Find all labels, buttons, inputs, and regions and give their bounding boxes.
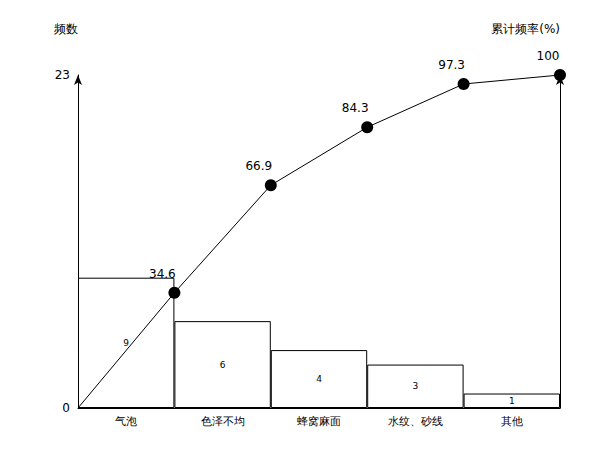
svg-text:4: 4 — [316, 374, 322, 384]
svg-text:频数: 频数 — [54, 22, 78, 36]
svg-text:66.9: 66.9 — [245, 159, 272, 173]
svg-text:6: 6 — [220, 360, 226, 370]
svg-text:34.6: 34.6 — [149, 267, 176, 281]
svg-text:84.3: 84.3 — [342, 101, 369, 115]
svg-text:1: 1 — [509, 396, 515, 406]
svg-text:其他: 其他 — [501, 415, 523, 428]
svg-text:蜂窝麻面: 蜂窝麻面 — [297, 415, 341, 428]
svg-text:累计频率(%): 累计频率(%) — [491, 22, 560, 36]
svg-text:23: 23 — [55, 68, 70, 82]
svg-text:0: 0 — [62, 401, 70, 415]
svg-text:色泽不均: 色泽不均 — [201, 415, 245, 428]
svg-text:9: 9 — [123, 338, 129, 348]
svg-text:水纹、砂线: 水纹、砂线 — [388, 415, 443, 428]
svg-text:100: 100 — [537, 49, 560, 63]
svg-text:97.3: 97.3 — [438, 58, 465, 72]
svg-text:气泡: 气泡 — [115, 415, 137, 428]
svg-text:3: 3 — [413, 381, 419, 391]
